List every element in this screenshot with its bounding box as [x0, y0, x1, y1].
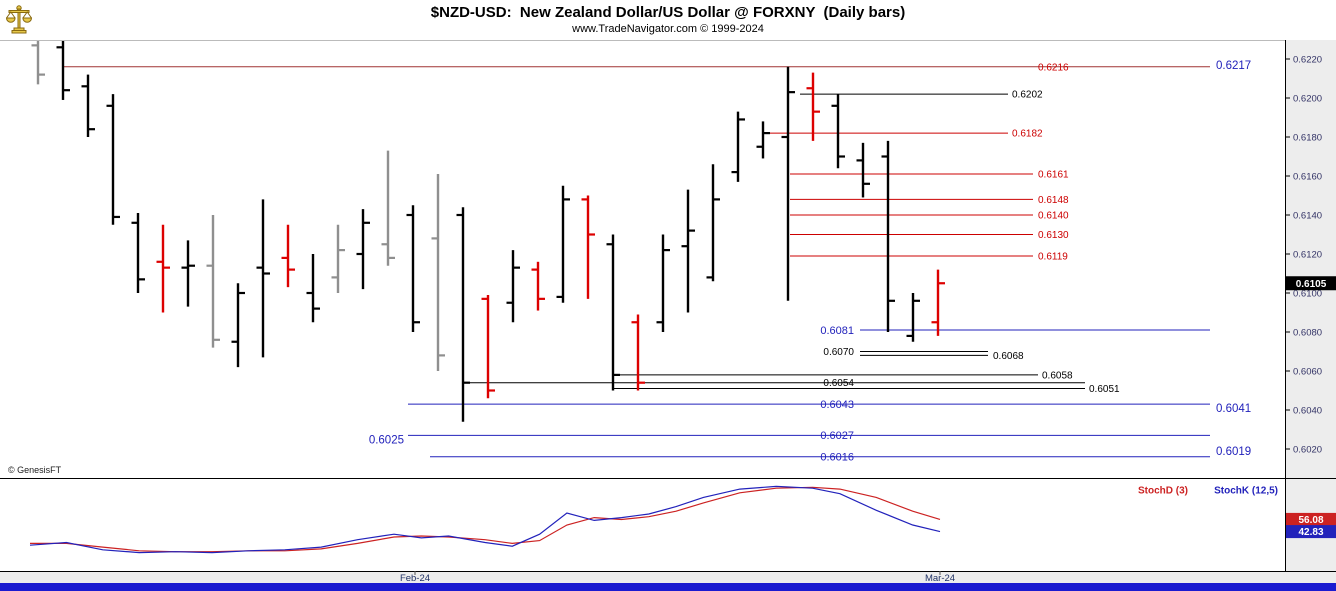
level-label[interactable]: 0.6182 [1012, 129, 1043, 140]
y-axis-tick-label: 0.6140 [1293, 210, 1322, 221]
price-bar [106, 94, 120, 225]
x-axis-date-label: Mar-24 [925, 573, 955, 584]
y-axis-tick-label: 0.6040 [1293, 405, 1322, 416]
y-axis-tick-label: 0.6120 [1293, 249, 1322, 260]
x-axis-date-label: Feb-24 [400, 573, 430, 584]
price-bar [556, 185, 570, 303]
level-label[interactable]: 0.6019 [1216, 446, 1251, 458]
price-bar [356, 209, 370, 290]
level-label[interactable]: 0.6016 [820, 452, 854, 464]
date-axis-strip [0, 571, 1336, 583]
price-bar [256, 199, 270, 358]
price-bar [281, 224, 295, 288]
stoch-k-value: 42.83 [1298, 527, 1323, 538]
plot-background [0, 40, 1336, 583]
price-bar [181, 240, 195, 307]
y-axis-tick-label: 0.6180 [1293, 132, 1322, 143]
level-label[interactable]: 0.6043 [820, 399, 854, 411]
price-bar [931, 269, 945, 336]
level-label[interactable]: 0.6058 [1042, 370, 1073, 381]
price-bar [306, 254, 320, 323]
stoch-d-legend-label[interactable]: StochD (3) [1138, 486, 1188, 497]
level-label[interactable]: 0.6119 [1038, 251, 1068, 262]
price-axis-strip [1285, 40, 1336, 571]
level-label[interactable]: 0.6025 [369, 434, 404, 446]
level-label[interactable]: 0.6054 [823, 378, 854, 389]
level-label[interactable]: 0.6081 [820, 325, 854, 337]
level-label[interactable]: 0.6216 [1038, 62, 1069, 73]
price-bar [81, 74, 95, 137]
stoch-d-value: 56.08 [1298, 515, 1323, 526]
price-bar [31, 40, 45, 85]
y-axis-tick-label: 0.6060 [1293, 366, 1322, 377]
price-bar [231, 283, 245, 368]
scales-logo-icon [4, 3, 34, 35]
y-axis-tick-label: 0.6200 [1293, 93, 1322, 104]
y-axis-tick-label: 0.6220 [1293, 54, 1322, 65]
price-bar [831, 94, 845, 169]
level-label[interactable]: 0.6070 [823, 347, 854, 358]
level-label[interactable]: 0.6148 [1038, 195, 1069, 206]
price-bar [756, 121, 770, 159]
price-bar [456, 207, 470, 422]
level-label[interactable]: 0.6161 [1038, 170, 1069, 181]
level-label[interactable]: 0.6051 [1089, 384, 1120, 395]
price-bar [681, 189, 695, 313]
price-bar [131, 213, 145, 293]
level-label[interactable]: 0.6068 [993, 351, 1024, 362]
price-bar [856, 142, 870, 198]
chart-subtitle: www.TradeNavigator.com © 1999-2024 [572, 23, 764, 35]
level-label[interactable]: 0.6041 [1216, 403, 1251, 415]
y-axis-tick-label: 0.6080 [1293, 327, 1322, 338]
price-bar [531, 261, 545, 311]
price-bar [656, 234, 670, 332]
price-bar [806, 72, 820, 141]
price-bar [781, 66, 795, 301]
price-bar [906, 293, 920, 342]
price-bar [431, 174, 445, 371]
price-bar [581, 195, 595, 299]
last-price-badge [1285, 276, 1336, 291]
price-bar [481, 294, 495, 399]
price-bar [506, 250, 520, 323]
price-bar [56, 40, 70, 100]
level-label[interactable]: 0.6130 [1038, 230, 1069, 241]
level-label[interactable]: 0.6027 [820, 430, 854, 442]
price-bar [606, 234, 620, 391]
genesis-watermark: © GenesisFT [8, 465, 62, 475]
stoch-k-value-badge [1285, 525, 1336, 539]
price-bar [881, 140, 895, 332]
price-bar [731, 111, 745, 182]
stoch-d-value-badge [1285, 512, 1336, 526]
price-bar [381, 150, 395, 266]
y-axis-tick-label: 0.6020 [1293, 444, 1322, 455]
bottom-scrollbar[interactable] [0, 583, 1336, 591]
price-bar [631, 314, 645, 391]
level-label[interactable]: 0.6217 [1216, 60, 1251, 72]
chart-header: $NZD-USD: New Zealand Dollar/US Dollar @… [0, 0, 1336, 40]
level-label[interactable]: 0.6140 [1038, 211, 1069, 222]
y-axis-tick-label: 0.6100 [1293, 288, 1322, 299]
price-bar [406, 205, 420, 332]
price-bar [206, 215, 220, 348]
chart-title: $NZD-USD: New Zealand Dollar/US Dollar @… [430, 4, 906, 21]
last-price-badge-value: 0.6105 [1296, 279, 1327, 290]
price-bar [156, 224, 170, 313]
price-bar [331, 224, 345, 293]
price-bar [706, 164, 720, 282]
level-label[interactable]: 0.6202 [1012, 90, 1043, 101]
stoch-k-legend-label[interactable]: StochK (12,5) [1214, 486, 1278, 497]
y-axis-tick-label: 0.6160 [1293, 171, 1322, 182]
stoch-k-line [29, 485, 941, 554]
